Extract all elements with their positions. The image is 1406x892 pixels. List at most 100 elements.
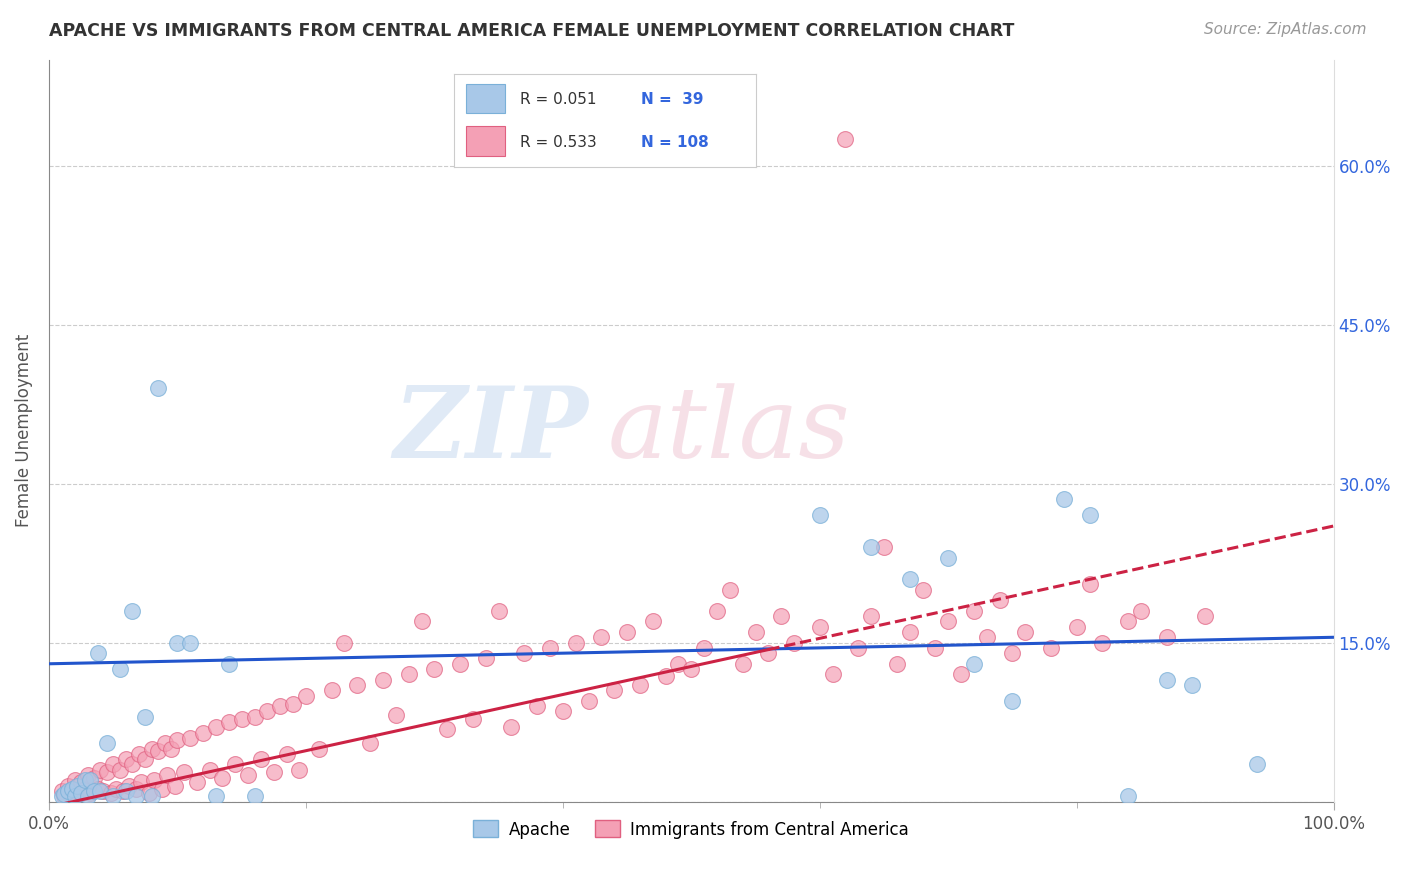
- Point: [1001, 646, 1024, 660]
- Point: [156, 768, 179, 782]
- Point: [125, 789, 148, 804]
- Point: [281, 697, 304, 711]
- Point: [783, 635, 806, 649]
- Point: [131, 775, 153, 789]
- Point: [603, 683, 626, 698]
- Point: [346, 678, 368, 692]
- Point: [117, 779, 139, 793]
- Point: [1156, 673, 1178, 687]
- Point: [564, 635, 586, 649]
- Point: [1040, 640, 1063, 655]
- Point: [89, 784, 111, 798]
- Point: [976, 630, 998, 644]
- Point: [134, 752, 156, 766]
- Point: [1001, 694, 1024, 708]
- Point: [963, 657, 986, 671]
- Point: [173, 764, 195, 779]
- Point: [243, 710, 266, 724]
- Point: [141, 789, 163, 804]
- Point: [911, 582, 934, 597]
- Point: [1156, 630, 1178, 644]
- Point: [186, 775, 208, 789]
- Text: Source: ZipAtlas.com: Source: ZipAtlas.com: [1204, 22, 1367, 37]
- Point: [936, 615, 959, 629]
- Point: [87, 646, 110, 660]
- Point: [295, 689, 318, 703]
- Point: [138, 786, 160, 800]
- Point: [860, 540, 883, 554]
- Point: [53, 789, 76, 804]
- Point: [333, 635, 356, 649]
- Point: [526, 699, 548, 714]
- Point: [218, 715, 240, 730]
- Point: [731, 657, 754, 671]
- Point: [141, 741, 163, 756]
- Point: [70, 786, 93, 800]
- Point: [121, 757, 143, 772]
- Point: [963, 604, 986, 618]
- Point: [166, 733, 188, 747]
- Point: [263, 764, 285, 779]
- Point: [191, 725, 214, 739]
- Point: [269, 699, 291, 714]
- Text: ZIP: ZIP: [394, 383, 589, 479]
- Point: [1116, 789, 1139, 804]
- Point: [821, 667, 844, 681]
- Point: [744, 624, 766, 639]
- Point: [1078, 577, 1101, 591]
- Point: [501, 720, 523, 734]
- Point: [398, 667, 420, 681]
- Point: [449, 657, 471, 671]
- Text: atlas: atlas: [607, 383, 851, 478]
- Point: [66, 779, 89, 793]
- Point: [641, 615, 664, 629]
- Point: [51, 789, 73, 804]
- Point: [76, 789, 98, 804]
- Point: [411, 615, 433, 629]
- Point: [488, 604, 510, 618]
- Point: [1078, 508, 1101, 523]
- Point: [1116, 615, 1139, 629]
- Point: [243, 789, 266, 804]
- Point: [198, 763, 221, 777]
- Point: [63, 773, 86, 788]
- Point: [988, 593, 1011, 607]
- Point: [1246, 757, 1268, 772]
- Point: [308, 741, 330, 756]
- Point: [63, 789, 86, 804]
- Point: [134, 710, 156, 724]
- Point: [474, 651, 496, 665]
- Point: [808, 508, 831, 523]
- Point: [846, 640, 869, 655]
- Point: [166, 635, 188, 649]
- Point: [706, 604, 728, 618]
- Point: [1091, 635, 1114, 649]
- Point: [146, 381, 169, 395]
- Point: [73, 781, 96, 796]
- Point: [60, 784, 83, 798]
- Point: [693, 640, 716, 655]
- Point: [898, 572, 921, 586]
- Point: [205, 720, 228, 734]
- Point: [205, 789, 228, 804]
- Point: [108, 662, 131, 676]
- Point: [1129, 604, 1152, 618]
- Point: [125, 781, 148, 796]
- Point: [79, 773, 101, 788]
- Point: [89, 763, 111, 777]
- Point: [179, 635, 201, 649]
- Point: [288, 763, 311, 777]
- Point: [115, 752, 138, 766]
- Point: [96, 736, 118, 750]
- Point: [860, 609, 883, 624]
- Point: [160, 741, 183, 756]
- Point: [58, 779, 80, 793]
- Point: [628, 678, 651, 692]
- Point: [321, 683, 343, 698]
- Point: [150, 781, 173, 796]
- Point: [808, 620, 831, 634]
- Point: [146, 744, 169, 758]
- Point: [53, 787, 76, 801]
- Point: [60, 781, 83, 796]
- Y-axis label: Female Unemployment: Female Unemployment: [15, 334, 32, 527]
